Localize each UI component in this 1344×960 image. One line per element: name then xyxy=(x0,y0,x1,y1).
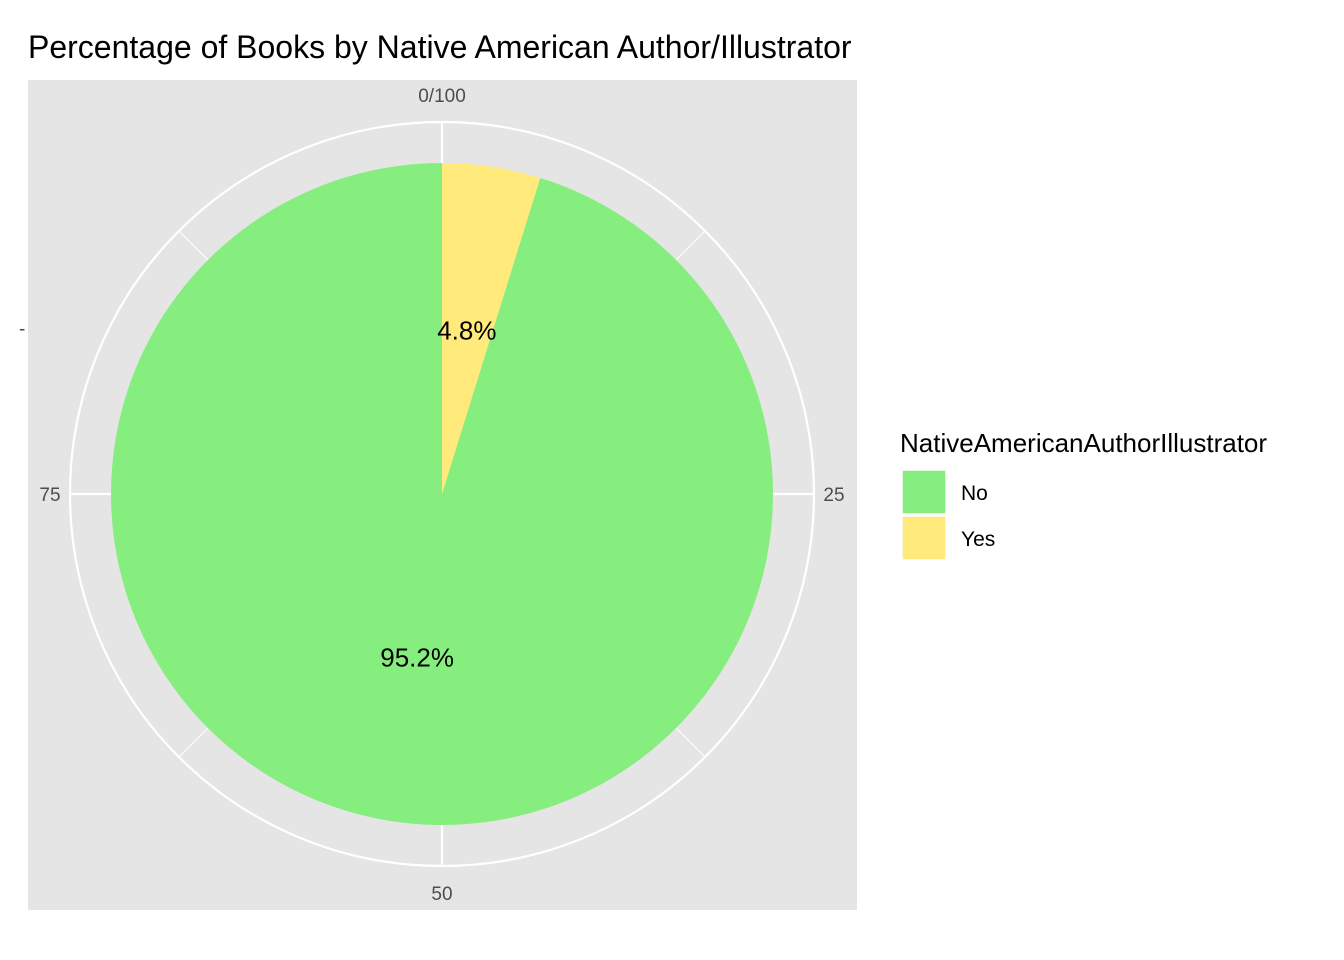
chart-title: Percentage of Books by Native American A… xyxy=(28,29,852,65)
legend: NativeAmericanAuthorIllustrator No Yes xyxy=(900,428,1267,561)
legend-label-yes: Yes xyxy=(961,528,995,551)
slice-label-yes: 4.8% xyxy=(437,315,496,345)
theta-tick-label: 75 xyxy=(39,485,60,506)
theta-tick-label: 0/100 xyxy=(418,86,466,107)
legend-key-yes xyxy=(901,515,947,561)
legend-key-no xyxy=(901,469,947,515)
pie-slice-yes xyxy=(442,163,541,494)
legend-title: NativeAmericanAuthorIllustrator xyxy=(900,428,1267,458)
theta-tick-label: 25 xyxy=(823,485,844,506)
theta-tick-labels: 0/100 25 50 75 xyxy=(39,86,844,905)
slice-labels: 4.8% 95.2% xyxy=(380,315,496,672)
pie-slices xyxy=(110,163,773,825)
legend-label-no: No xyxy=(961,482,988,505)
y-axis-tick-label: - xyxy=(19,319,25,340)
pie-slice-no xyxy=(110,163,773,825)
slice-label-no: 95.2% xyxy=(380,643,454,673)
theta-tick-label: 50 xyxy=(431,884,452,905)
